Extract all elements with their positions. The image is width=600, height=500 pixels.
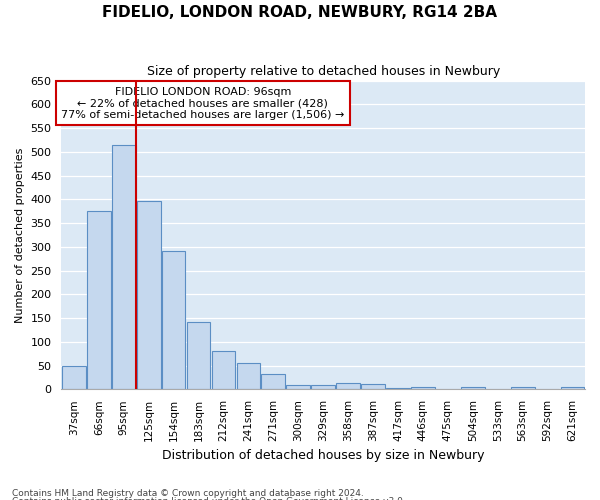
Bar <box>162 250 185 390</box>
Bar <box>187 322 211 390</box>
Bar <box>336 383 360 390</box>
Text: Contains public sector information licensed under the Open Government Licence v3: Contains public sector information licen… <box>12 497 406 500</box>
Bar <box>212 352 235 390</box>
Bar <box>262 374 285 390</box>
Title: Size of property relative to detached houses in Newbury: Size of property relative to detached ho… <box>146 65 500 78</box>
Text: FIDELIO LONDON ROAD: 96sqm
← 22% of detached houses are smaller (428)
77% of sem: FIDELIO LONDON ROAD: 96sqm ← 22% of deta… <box>61 86 344 120</box>
Bar <box>560 388 584 390</box>
Bar <box>461 387 485 390</box>
Bar <box>137 200 161 390</box>
Text: Contains HM Land Registry data © Crown copyright and database right 2024.: Contains HM Land Registry data © Crown c… <box>12 488 364 498</box>
Bar <box>411 387 435 390</box>
Bar <box>62 366 86 390</box>
Y-axis label: Number of detached properties: Number of detached properties <box>15 147 25 322</box>
Bar <box>511 388 535 390</box>
Bar <box>386 388 410 390</box>
Bar <box>311 384 335 390</box>
X-axis label: Distribution of detached houses by size in Newbury: Distribution of detached houses by size … <box>162 450 484 462</box>
Bar <box>361 384 385 390</box>
Bar <box>236 363 260 390</box>
Bar <box>112 144 136 390</box>
Text: FIDELIO, LONDON ROAD, NEWBURY, RG14 2BA: FIDELIO, LONDON ROAD, NEWBURY, RG14 2BA <box>103 5 497 20</box>
Bar <box>87 211 110 390</box>
Bar <box>286 384 310 390</box>
